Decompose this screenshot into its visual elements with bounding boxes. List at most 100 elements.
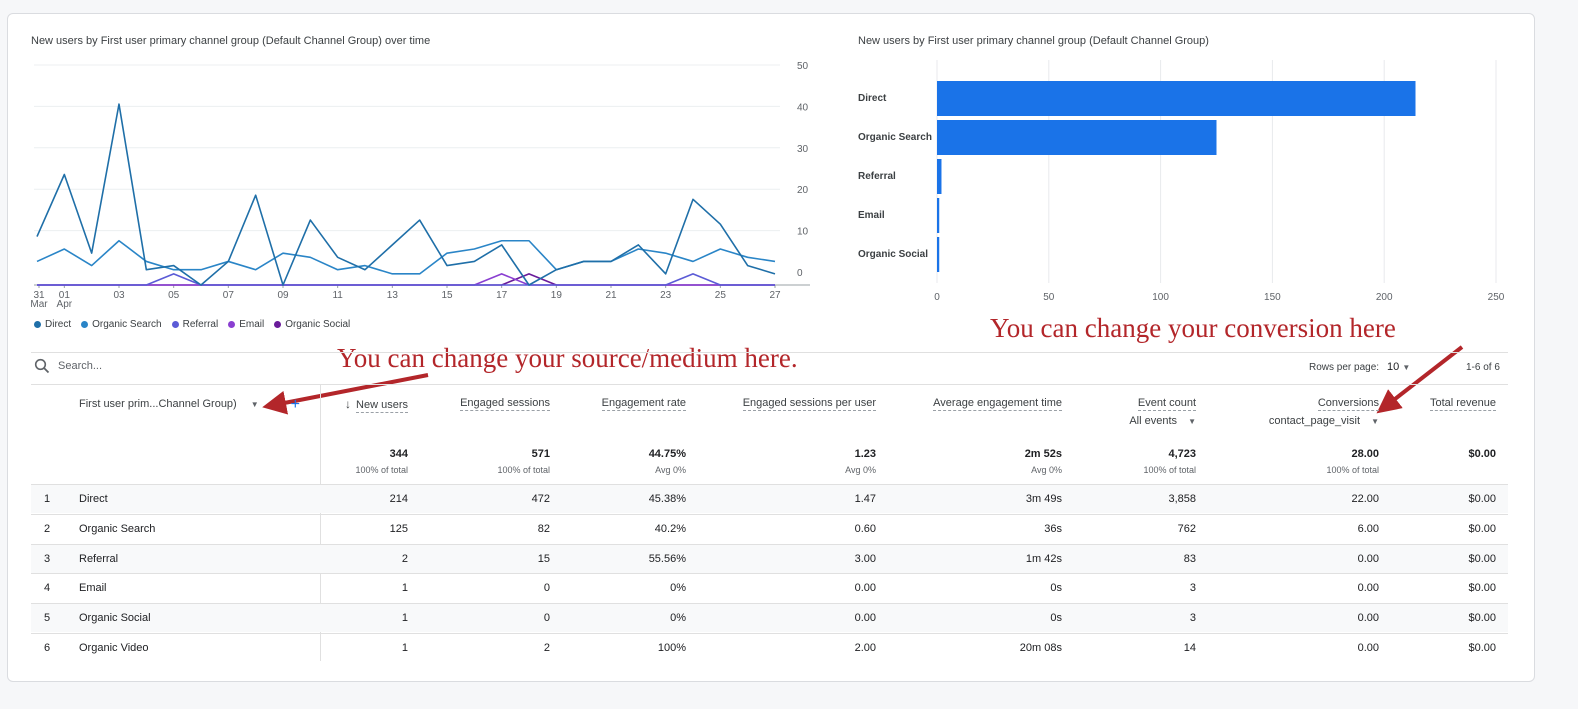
table-row[interactable]: 5 Organic Social 1 0 0% 0.00 0s 3 0.00 $0.00 [31,603,1508,633]
table-cell: 3 [1189,612,1196,625]
column-metric-selector[interactable]: contact_page_visit ▼ [1269,415,1379,427]
metric-selector-value: All events [1129,415,1178,427]
legend-item[interactable]: Organic Social [274,319,350,330]
x-tick-label: 150 [1264,292,1281,303]
y-tick-label: 10 [797,227,809,238]
annotation-conversion: You can change your conversion here [990,313,1396,343]
total-value: $0.00 [1468,448,1496,460]
table-cell: 6.00 [1357,522,1379,535]
pagination-range: 1-6 of 6 [1466,362,1500,373]
table-cell: 1.47 [854,493,876,505]
table-row[interactable]: 1 Direct 214 472 45.38% 1.47 3m 49s 3,858 22.00 $… [31,484,1508,513]
table-cell: $0.00 [1468,552,1496,565]
total-value: 4,723 [1168,448,1196,460]
legend-swatch [34,321,41,328]
column-header-label: Engaged sessions per user [742,397,876,411]
x-tick-label: 15 [441,290,453,301]
x-tick-label: 250 [1488,292,1505,303]
table-cell: 0s [1050,612,1062,625]
table-cell: 0.00 [1357,612,1379,625]
total-sub: 100% of total [355,465,408,475]
column-header[interactable]: Engagement rate [601,397,686,411]
column-header[interactable]: Event count All events ▼ [1129,397,1196,427]
table-cell: 1m 42s [1025,552,1062,565]
column-header[interactable]: ↓ New users [345,397,408,413]
total-cell: 44.75% Avg 0% [649,448,686,475]
row-index: 5 [44,612,51,625]
dimension-selector[interactable]: First user prim...Channel Group) ▼ + [79,395,300,413]
rows-per-page-value: 10 [1387,361,1400,373]
series-line-referral [37,273,775,286]
table-cell: 2 [543,642,550,654]
table-cell: 45.38% [648,493,686,505]
y-tick-label: 30 [797,144,809,155]
column-header-label: Average engagement time [933,397,1062,411]
table-row[interactable]: 3 Referral 2 15 55.56% 3.00 1m 42s 83 0.00 $0.00 [31,543,1508,573]
row-index: 3 [44,552,51,565]
category-label: Referral [858,171,896,182]
column-metric-selector[interactable]: All events ▼ [1129,415,1196,427]
chevron-down-icon: ▼ [1188,417,1196,426]
dimension-header-label: First user prim...Channel Group) [79,398,237,410]
table-row[interactable]: 2 Organic Search 125 82 40.2% 0.60 36s 762 6.00 $… [31,514,1508,543]
legend-item[interactable]: Referral [171,319,218,330]
search-input[interactable]: Search... [58,360,103,372]
table-row[interactable]: 4 Email 1 0 0% 0.00 0s 3 0.00 $0.00 [31,573,1508,602]
table-cell: 40.2% [654,522,686,535]
series-line-direct [36,103,776,286]
column-header-label: Engaged sessions [460,397,550,411]
column-header[interactable]: Engaged sessions [460,397,550,411]
category-label: Direct [858,93,887,104]
legend-item[interactable]: Email [228,319,264,330]
x-tick-label: 19 [551,290,563,301]
column-header[interactable]: Conversions contact_page_visit ▼ [1269,397,1379,427]
table-cell: $0.00 [1468,582,1496,595]
chevron-down-icon: ▼ [250,399,259,409]
table-search[interactable]: Search... [34,358,102,374]
rows-per-page: Rows per page: 10 ▼ [1309,361,1410,373]
legend-label: Organic Search [92,319,162,330]
row-divider [31,513,1508,515]
table-cell: 2 [401,552,408,565]
table-cell: 0s [1050,582,1062,595]
chevron-down-icon: ▼ [1402,363,1411,372]
x-tick-label: 27 [769,290,781,301]
total-cell: 1.23 Avg 0% [845,448,876,475]
search-icon [34,358,50,374]
table-cell: 0% [670,582,686,595]
bar-referral [937,159,942,194]
bar-organic-search [937,120,1217,155]
column-header[interactable]: Total revenue [1429,397,1496,411]
column-header-label: Engagement rate [601,397,686,411]
total-sub: 100% of total [1326,465,1379,475]
legend-swatch [228,321,236,328]
row-dimension-value: Referral [79,552,119,565]
column-header-label: New users [356,399,408,413]
table-row[interactable]: 6 Organic Video 1 2 100% 2.00 20m 08s 14 0.00 $0.… [31,633,1508,662]
total-cell: 571 100% of total [497,448,550,475]
x-tick-label: Apr [57,299,73,310]
rows-per-page-select[interactable]: 10 ▼ [1387,361,1410,373]
series-line-organic-social [37,273,775,286]
column-header[interactable]: Average engagement time [933,397,1062,411]
y-tick-label: 20 [797,185,809,196]
legend-item[interactable]: Direct [34,319,71,330]
divider [31,384,1508,385]
x-tick-label: 200 [1376,292,1393,303]
table-cell: 1 [401,582,408,595]
column-header[interactable]: Engaged sessions per user [742,397,876,411]
add-dimension-icon[interactable]: + [290,395,300,413]
row-dimension-value: Organic Video [79,642,149,654]
total-value: 2m 52s [1024,448,1062,460]
x-tick-label: 31 [33,290,45,301]
total-cell: 344 100% of total [355,448,408,475]
table-cell: 0.00 [1357,582,1379,595]
table-cell: $0.00 [1468,493,1496,505]
table-cell: 0.00 [1357,552,1379,565]
legend-swatch [81,321,89,328]
row-divider [31,484,1508,485]
table-cell: 82 [537,522,550,535]
legend-item[interactable]: Organic Search [81,319,162,330]
total-sub: 100% of total [1143,465,1196,475]
